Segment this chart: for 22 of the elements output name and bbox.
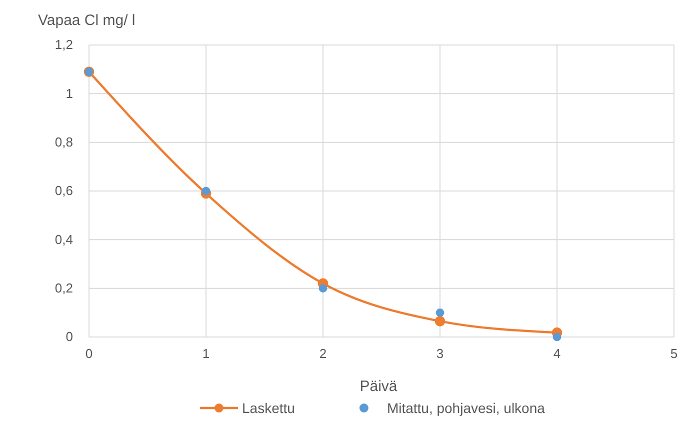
- x-tick-label: 1: [202, 346, 210, 362]
- x-axis-title: Päivä: [360, 378, 398, 395]
- y-tick-label: 0,2: [54, 280, 73, 296]
- x-tick-label: 2: [319, 346, 327, 362]
- y-tick-label: 1: [66, 86, 73, 101]
- x-tick-label: 0: [85, 346, 93, 362]
- x-tick-label: 4: [553, 346, 561, 362]
- y-tick-label: 1,2: [54, 37, 73, 52]
- point: [202, 186, 210, 196]
- point: [318, 284, 328, 293]
- y-tick-label: 0,6: [54, 183, 73, 198]
- legend-label: Laskettu: [242, 400, 295, 416]
- y-tick-label: 0: [66, 329, 73, 344]
- x-tick-label: 3: [436, 346, 444, 362]
- x-tick-label: 5: [670, 346, 678, 362]
- point: [436, 308, 444, 317]
- point: [552, 332, 562, 342]
- point: [434, 316, 446, 326]
- legend-label: Mitattu, pohjavesi, ulkona: [386, 400, 546, 416]
- y-axis-title: Vapaa Cl mg/ l: [38, 12, 136, 29]
- y-tick-label: 0,4: [54, 232, 73, 247]
- y-tick-label: 0,8: [54, 134, 73, 150]
